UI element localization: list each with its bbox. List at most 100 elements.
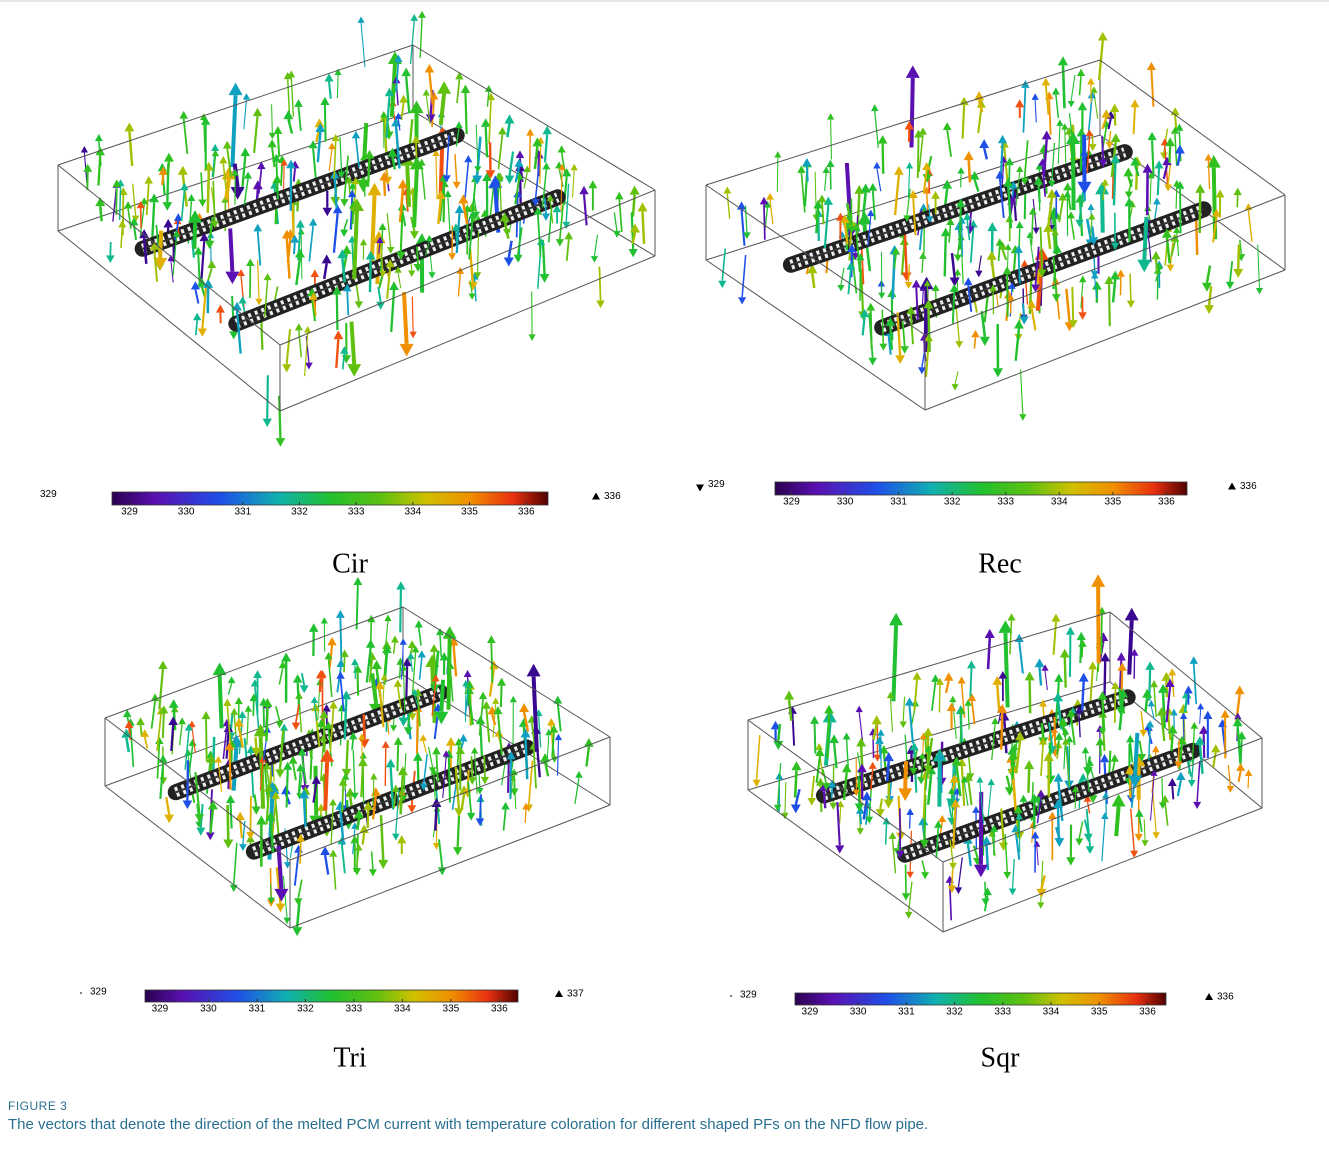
flow-vector (364, 714, 365, 739)
flow-vector (272, 104, 273, 133)
flow-vector (1058, 126, 1060, 164)
vector-head (1078, 102, 1087, 110)
vector-head (528, 334, 535, 340)
vector-head (1025, 671, 1035, 680)
flow-vector (294, 243, 295, 254)
flow-vector (939, 685, 940, 713)
flow-vector (291, 77, 293, 116)
vector-head (226, 795, 235, 803)
flow-vector (1109, 284, 1110, 326)
vector-head (300, 685, 309, 693)
vector-head (1146, 720, 1154, 727)
vector-head (398, 717, 408, 726)
vector-head (464, 670, 472, 677)
vector-head (1137, 260, 1151, 273)
vector-head (1205, 154, 1213, 161)
flow-vector (1158, 169, 1159, 196)
vector-head (1135, 834, 1143, 841)
flow-vector (1209, 286, 1211, 305)
vector-head (1193, 802, 1201, 809)
vector-head (1077, 69, 1085, 76)
vector-head (902, 893, 910, 900)
vector-head (1147, 132, 1156, 140)
flow-vector (1178, 740, 1179, 761)
vector-head (323, 208, 333, 217)
flow-vector (487, 92, 488, 107)
flow-vector (439, 839, 442, 867)
vector-head (958, 676, 966, 683)
colorbar-tick-label: 330 (178, 507, 195, 518)
flow-vector (947, 130, 951, 157)
vector-head (1117, 652, 1126, 660)
flow-vector (163, 713, 164, 738)
vector-head (504, 257, 514, 266)
vector-head (118, 220, 126, 227)
flow-vector (448, 639, 449, 710)
flow-vector (545, 762, 548, 777)
vector-head (498, 127, 506, 135)
vector-head (1190, 656, 1198, 664)
vector-head (1088, 661, 1097, 669)
flow-vector (352, 739, 353, 750)
vector-head (158, 755, 167, 763)
vector-head (467, 813, 475, 821)
vector-head (931, 191, 940, 199)
flow-vector (1197, 761, 1200, 802)
flow-vector (887, 761, 889, 781)
flow-vector (160, 763, 163, 799)
vector-head (83, 164, 92, 172)
vector-head (219, 156, 227, 163)
flow-vector (133, 184, 136, 216)
flow-vector (742, 255, 746, 297)
flow-vector (1019, 253, 1020, 284)
flow-vector (1135, 733, 1137, 776)
vector-head (868, 183, 877, 191)
colorbar-max-label: 336 (604, 491, 621, 502)
colorbar-tick-label: 331 (890, 497, 907, 508)
vector-head (394, 737, 403, 745)
flow-vector (945, 236, 946, 276)
vector-head (827, 113, 834, 119)
vector-head (878, 293, 885, 299)
vector-head (335, 801, 345, 810)
vector-head (1098, 691, 1108, 700)
vector-head (1015, 99, 1024, 107)
vector-head (899, 721, 906, 728)
vector-head (410, 14, 418, 21)
vector-head (471, 747, 478, 753)
vector-head (1197, 703, 1204, 709)
vector-head (347, 364, 361, 377)
flow-vector (1176, 187, 1177, 209)
flow-vector (468, 782, 471, 813)
flow-vector (970, 668, 971, 696)
vector-head (382, 741, 390, 748)
vector-head (1148, 700, 1155, 706)
vector-head (168, 716, 178, 725)
flow-vector (329, 149, 332, 170)
flow-vector (540, 143, 541, 183)
panel: 329330331332333334335336329336Sqr (730, 574, 1262, 1073)
vector-head (410, 101, 424, 114)
flow-vector (372, 195, 375, 263)
flow-vector (1152, 140, 1154, 176)
flow-vector (945, 189, 947, 207)
vector-head (1168, 778, 1177, 786)
vector-head (229, 331, 238, 339)
flow-vector (545, 134, 547, 162)
flow-vector (1171, 734, 1172, 751)
flow-vector (985, 882, 986, 899)
colorbar (795, 993, 1166, 1005)
flow-vector (815, 724, 816, 754)
vector-head (163, 202, 173, 211)
flow-vector (486, 127, 487, 158)
flow-vector (524, 172, 527, 188)
max-marker (555, 990, 563, 997)
flow-vector (863, 317, 865, 335)
vector-head (1016, 166, 1023, 172)
flow-vector (1207, 266, 1210, 283)
vector-head (944, 672, 953, 680)
flow-vector (1139, 817, 1141, 832)
vector-head (296, 220, 305, 228)
vector-head (309, 218, 317, 225)
flow-vector (1168, 165, 1170, 185)
